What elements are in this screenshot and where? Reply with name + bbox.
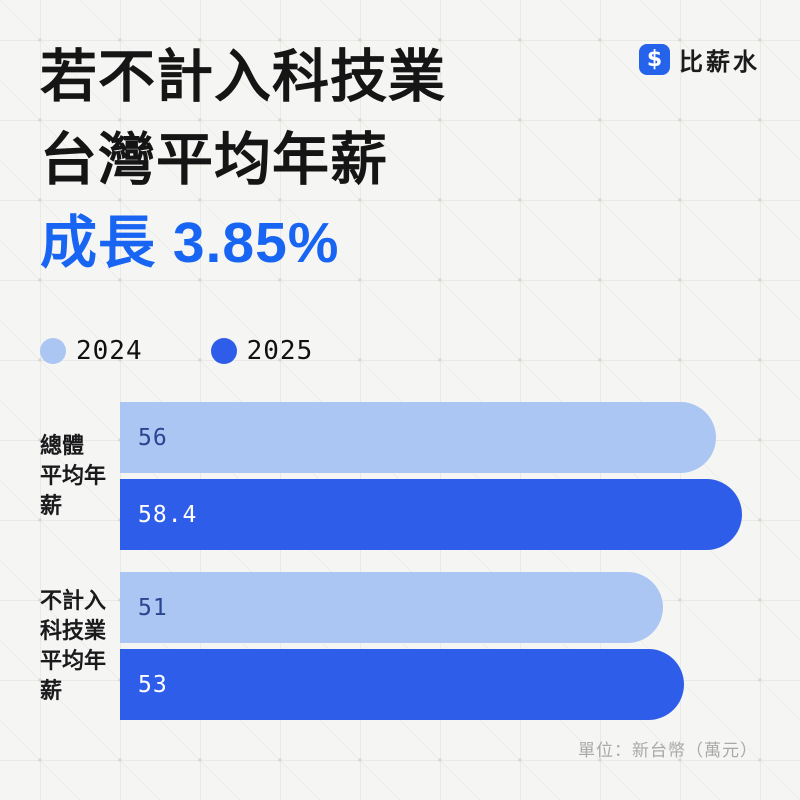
category-label-line: 總體 [40, 433, 85, 458]
chart-group-ex-tech: 不計入 科技業 平均年薪 51 53 [40, 572, 742, 720]
dollar-badge-icon: $ [639, 44, 670, 75]
bar-chart: 總體 平均年薪 56 58.4 不計入 科技業 平均年薪 51 [40, 402, 742, 742]
legend-item-2025: 2025 [210, 336, 314, 366]
bar-value-overall-2025: 58.4 [138, 501, 198, 528]
bar-overall-2024: 56 [120, 402, 717, 473]
bar-value-ex-tech-2025: 53 [138, 671, 168, 698]
legend-item-2024: 2024 [40, 336, 143, 366]
category-label-line: 不計入 [40, 588, 107, 613]
brand-logo: $ 比薪水 [639, 42, 760, 77]
chart-legend: 2024 2025 [40, 336, 313, 366]
chart-group-overall: 總體 平均年薪 56 58.4 [40, 402, 742, 550]
page-title: 若不計入科技業 台灣平均年薪 成長 3.85% [40, 36, 446, 285]
bar-value-ex-tech-2024: 51 [138, 594, 168, 621]
legend-label-2025: 2025 [246, 336, 314, 366]
title-line-1: 若不計入科技業 [40, 45, 446, 109]
title-highlight: 成長 3.85% [40, 211, 340, 275]
category-label-ex-tech: 不計入 科技業 平均年薪 [40, 586, 118, 706]
category-label-line: 平均年薪 [40, 648, 107, 703]
bar-value-overall-2024: 56 [138, 424, 168, 451]
category-label-line: 科技業 [40, 618, 107, 643]
brand-name: 比薪水 [679, 49, 760, 76]
category-label-overall: 總體 平均年薪 [40, 431, 118, 521]
bar-overall-2025: 58.4 [120, 479, 742, 550]
bar-ex-tech-2024: 51 [120, 572, 664, 643]
title-line-2: 台灣平均年薪 [40, 128, 388, 192]
legend-dot-2025 [210, 338, 237, 364]
legend-label-2024: 2024 [76, 336, 143, 366]
category-label-line: 平均年薪 [40, 463, 107, 518]
legend-dot-2024 [40, 338, 66, 364]
bar-ex-tech-2025: 53 [120, 649, 685, 720]
unit-note: 單位：新台幣（萬元） [578, 741, 758, 760]
